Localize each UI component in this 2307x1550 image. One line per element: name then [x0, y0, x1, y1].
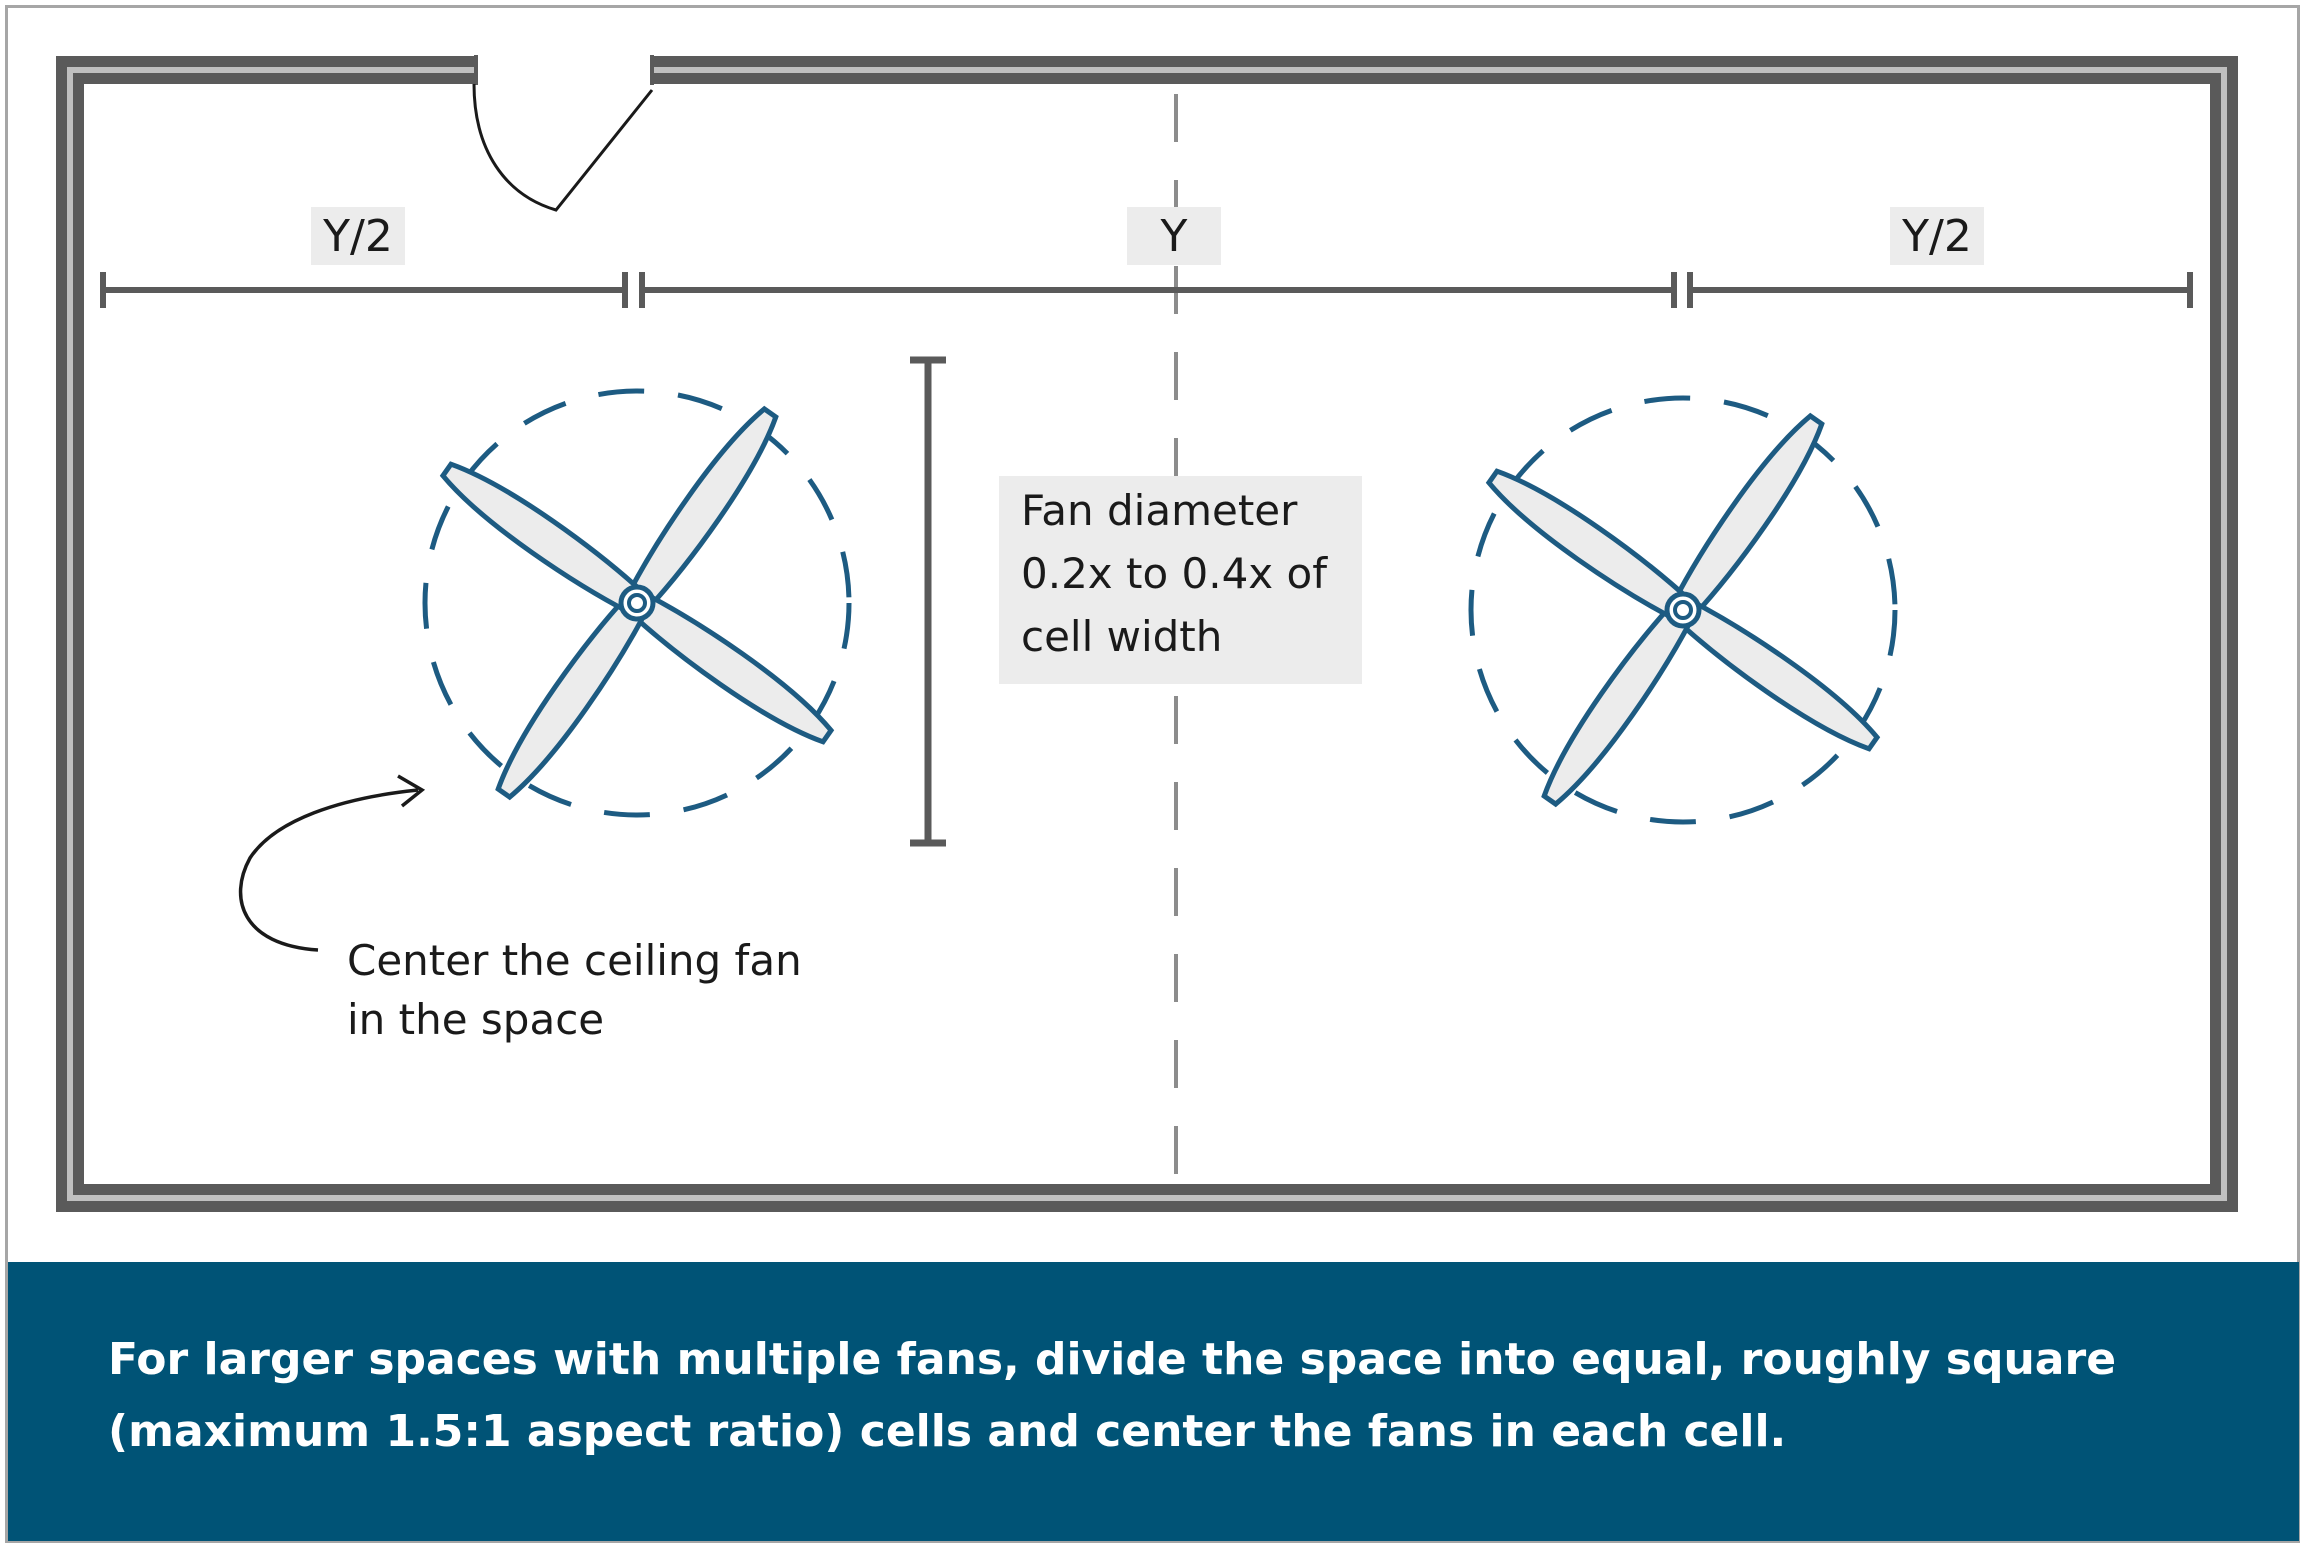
dimension-text-right: Y/2: [1901, 211, 1972, 262]
dimension-label-middle: Y: [1127, 207, 1221, 265]
floor-plan-diagram: Y/2 Y Y/2 Fan diameter 0.2x to 0.4x of c…: [56, 55, 2238, 1212]
door-swing: [472, 83, 654, 212]
fan-diameter-note: Fan diameter 0.2x to 0.4x of cell width: [999, 476, 1362, 684]
dimension-text-left: Y/2: [322, 211, 393, 262]
dimension-text-middle: Y: [1160, 211, 1188, 262]
fan-diameter-line-3: cell width: [1021, 612, 1222, 661]
fan-diameter-line-1: Fan diameter: [1021, 486, 1298, 535]
fan-diameter-bracket: [910, 356, 946, 847]
curved-arrow: [238, 774, 426, 952]
caption-line-2: (maximum 1.5:1 aspect ratio) cells and c…: [108, 1406, 1787, 1457]
fan-diameter-line-2: 0.2x to 0.4x of: [1021, 549, 1328, 598]
ceiling-fan-left: [425, 391, 849, 815]
figure-frame: [5, 5, 2300, 1543]
dimension-label-left: Y/2: [311, 207, 405, 265]
caption-line-1: For larger spaces with multiple fans, di…: [108, 1334, 2117, 1385]
dimension-line: [100, 272, 2193, 308]
center-note-line-1: Center the ceiling fan: [347, 936, 802, 985]
ceiling-fan-right: [1471, 398, 1895, 822]
dimension-label-right: Y/2: [1890, 207, 1984, 265]
room-walls: [56, 55, 2238, 1212]
caption-banner: For larger spaces with multiple fans, di…: [8, 1262, 2299, 1541]
center-note-line-2: in the space: [347, 995, 604, 1044]
